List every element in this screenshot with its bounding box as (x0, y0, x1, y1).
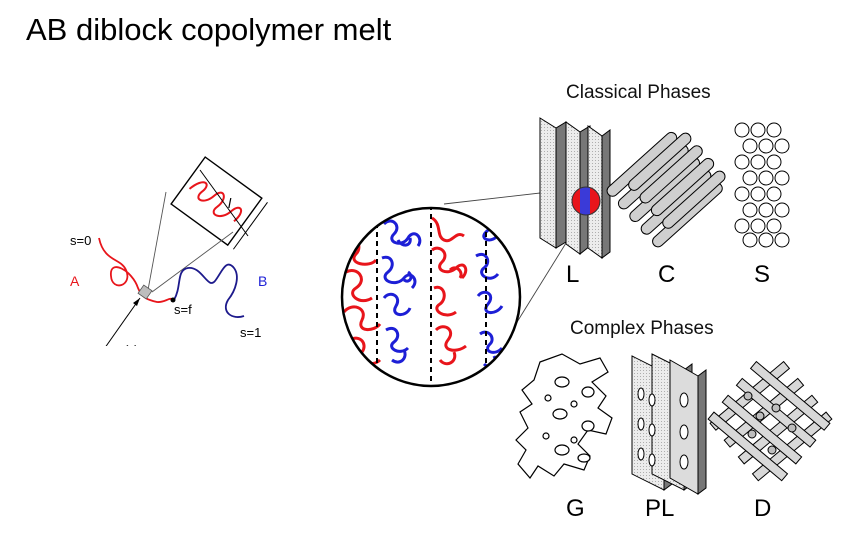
zoom-connector (151, 231, 234, 293)
complex-heading: Complex Phases (570, 318, 714, 339)
lamellar-label: L (566, 261, 579, 288)
block-a-chain (98, 237, 175, 303)
complex-phases: Complex Phases G PL (515, 318, 833, 522)
segment-length-label: l (228, 195, 232, 211)
crop-mask (100, 346, 160, 366)
melt-circle (340, 206, 522, 388)
gyroid-label: G (566, 495, 585, 522)
s0-label: s=0 (70, 233, 91, 248)
sphere-phase: S (734, 122, 790, 288)
position-vector-head (133, 298, 140, 306)
melt-chains (342, 208, 520, 386)
segment-zoom-box (170, 156, 268, 250)
junction-point (170, 297, 176, 303)
zoom-connector (147, 191, 167, 291)
cylinder-label: C (658, 261, 675, 288)
chain-schematic: l s=0 A s=f B s=1 r (s) (70, 156, 268, 366)
perforated-lamellar-phase: PL (631, 353, 707, 522)
double-diamond-phase: D (707, 360, 833, 522)
page-title: AB diblock copolymer melt (26, 12, 392, 47)
gyroid-phase: G (515, 353, 613, 522)
segment-length-arrow (199, 169, 249, 237)
sphere-label: S (754, 261, 770, 288)
s1-label: s=1 (240, 325, 261, 340)
position-vector (101, 297, 141, 353)
perforated-lamellar-label: PL (645, 495, 674, 522)
sf-label: s=f (174, 302, 192, 317)
lamellar-highlight (572, 187, 600, 215)
cylinder-phase: C (606, 131, 726, 288)
classical-phases: Classical Phases L (539, 82, 790, 288)
lamellar-phase: L (539, 117, 611, 288)
block-a-label: A (70, 273, 80, 289)
classical-heading: Classical Phases (566, 82, 711, 103)
highlighted-segment (137, 284, 153, 300)
block-b-label: B (258, 273, 267, 289)
double-diamond-label: D (754, 495, 771, 522)
block-b-chain (173, 263, 245, 318)
